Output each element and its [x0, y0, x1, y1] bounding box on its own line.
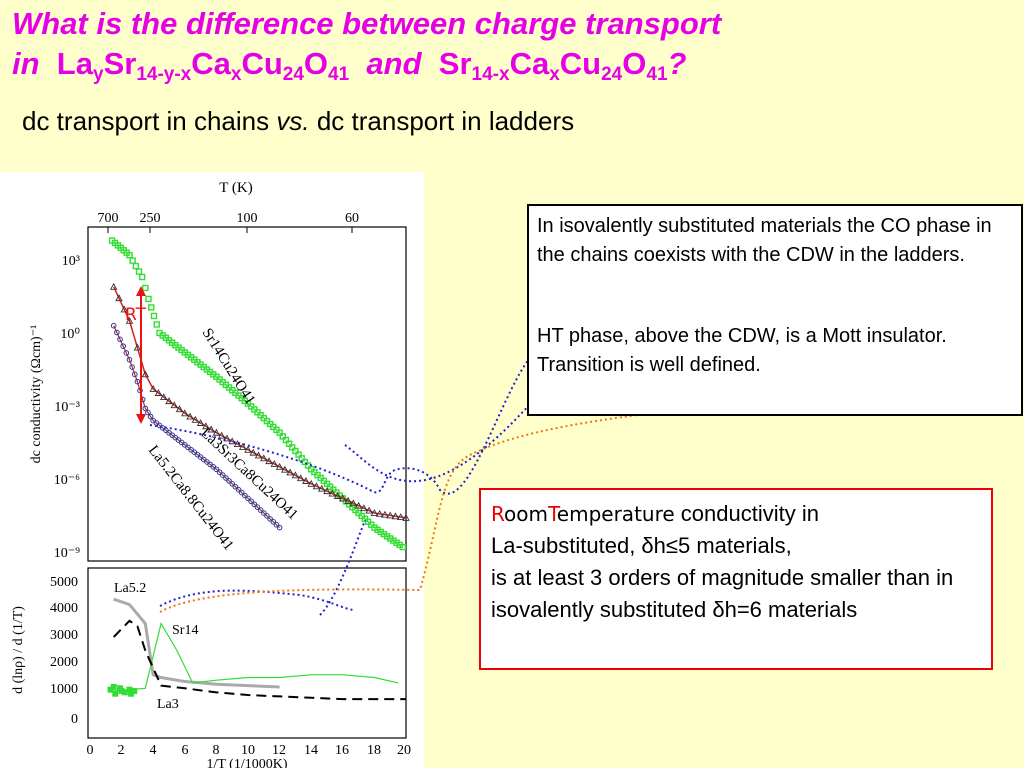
xtick-20: 20 [397, 743, 411, 758]
lower-sr14-line [113, 621, 399, 692]
top-tick-100: 100 [237, 211, 258, 226]
subtitle-vs: vs. [276, 106, 310, 136]
lower-label-sr14: Sr14 [172, 623, 198, 638]
lower-ytick-2: 3000 [50, 628, 78, 643]
la52-point [114, 329, 120, 336]
la52-point [142, 405, 149, 412]
la3-point [109, 282, 118, 290]
upper-y-axis-label: dc conductivity (Ωcm)⁻¹ [29, 325, 44, 464]
formula-sr-ca: Sr14-xCaxCu24O41 [438, 46, 668, 85]
lower-la3-line [112, 619, 406, 701]
figure-svg: T (K) 700 250 100 60 10³ 10⁰ 10⁻³ 10⁻⁶ 1… [11, 180, 411, 768]
la3-point [133, 343, 142, 351]
xtick-0: 0 [87, 743, 94, 758]
box2-line1-rest: conductivity in [674, 501, 819, 526]
lower-ytick-5: 0 [71, 712, 78, 727]
la52-point [117, 336, 123, 343]
xtick-14: 14 [304, 743, 318, 758]
lower-ytick-0: 5000 [50, 575, 78, 590]
slide-title: What is the difference between charge tr… [12, 4, 1012, 84]
xtick-16: 16 [335, 743, 349, 758]
subtitle-right: dc transport in ladders [316, 106, 575, 136]
sr14-point [148, 304, 155, 311]
title-in: in [12, 46, 40, 81]
upper-ytick-3: 10⁻⁶ [54, 473, 80, 488]
upper-ytick-4: 10⁻⁹ [54, 546, 80, 561]
xtick-2: 2 [118, 743, 125, 758]
la52-point [110, 322, 117, 329]
box1-paragraph-2: HT phase, above the CDW, is a Mott insul… [537, 325, 947, 376]
rt-label: RT [125, 305, 147, 325]
la3-point [141, 370, 150, 378]
sr14-point [145, 295, 152, 303]
sr14-point [153, 321, 160, 328]
title-question-mark: ? [667, 46, 687, 81]
la52-point [131, 371, 138, 378]
lower-sr14-point [118, 688, 125, 694]
lower-data-marks [107, 597, 406, 701]
upper-ytick-1: 10⁰ [60, 327, 80, 342]
la52-point [120, 343, 126, 349]
box2-line-4: isovalently substituted δh=6 materials [491, 597, 858, 622]
top-axis-title: T (K) [219, 180, 252, 196]
la52-point [129, 364, 135, 370]
box2-line-3: is at least 3 orders of magnitude smalle… [491, 565, 954, 590]
xtick-4: 4 [150, 743, 157, 758]
conductivity-figure: T (K) 700 250 100 60 10³ 10⁰ 10⁻³ 10⁻⁶ 1… [0, 172, 424, 768]
info-box-isovalent: In isovalently substituted materials the… [527, 204, 1023, 416]
sr14-point [142, 284, 149, 292]
upper-ytick-2: 10⁻³ [54, 400, 80, 415]
top-tick-700: 700 [98, 211, 119, 226]
top-tick-250: 250 [140, 211, 161, 226]
box2-line-2: La-substituted, δh≤5 materials, [491, 533, 792, 558]
la52-point [134, 378, 141, 385]
lower-sr14-point [110, 683, 117, 690]
top-tick-60: 60 [345, 211, 359, 226]
xtick-12: 12 [272, 743, 286, 758]
lower-la52-line [113, 597, 280, 689]
box2-emperature: emperature [556, 502, 675, 526]
lower-sr14-point [112, 690, 119, 697]
box2-oom: oom [504, 502, 548, 526]
formula-la-substituted: LaySr14-y-xCaxCu24O41 [56, 46, 350, 85]
title-line-1: What is the difference between charge tr… [12, 4, 1012, 44]
lower-sr14-point [128, 690, 135, 697]
la52-point [123, 350, 130, 356]
box2-T: T [547, 502, 557, 526]
info-box-room-temperature: RoomTemperature conductivity in La-subst… [479, 488, 993, 670]
xtick-18: 18 [367, 743, 381, 758]
la3-point [125, 316, 134, 324]
lower-ytick-3: 2000 [50, 655, 78, 670]
title-and: and [366, 46, 422, 81]
la3-point [120, 305, 128, 313]
subtitle-left: dc transport in chains [22, 106, 270, 136]
lower-label-la3: La3 [157, 697, 179, 712]
xtick-8: 8 [213, 743, 220, 758]
xtick-10: 10 [241, 743, 255, 758]
x-axis-label: 1/T (1/1000K) [206, 757, 287, 768]
lower-y-axis-label: d (lnρ) / d (1/T) [11, 606, 26, 694]
title-line-2: in LaySr14-y-xCaxCu24O41 and Sr14-xCaxCu… [12, 44, 1012, 84]
box1-paragraph-1: In isovalently substituted materials the… [537, 215, 992, 266]
rt-arrow [136, 286, 146, 424]
lower-label-la52: La5.2 [114, 581, 146, 596]
lower-ytick-1: 4000 [50, 601, 78, 616]
sr14-point [138, 273, 146, 281]
upper-ytick-0: 10³ [62, 254, 80, 269]
slide-subtitle: dc transport in chains vs. dc transport … [22, 106, 574, 137]
lower-ytick-4: 1000 [50, 682, 78, 697]
la3-point [115, 294, 123, 302]
la52-point [126, 356, 133, 363]
xtick-6: 6 [182, 743, 189, 758]
title-question: What is the difference between charge tr… [12, 6, 722, 41]
box2-line-1: RoomTemperature conductivity in [491, 498, 981, 530]
box2-R: R [491, 502, 504, 526]
sr14-point [150, 312, 158, 320]
